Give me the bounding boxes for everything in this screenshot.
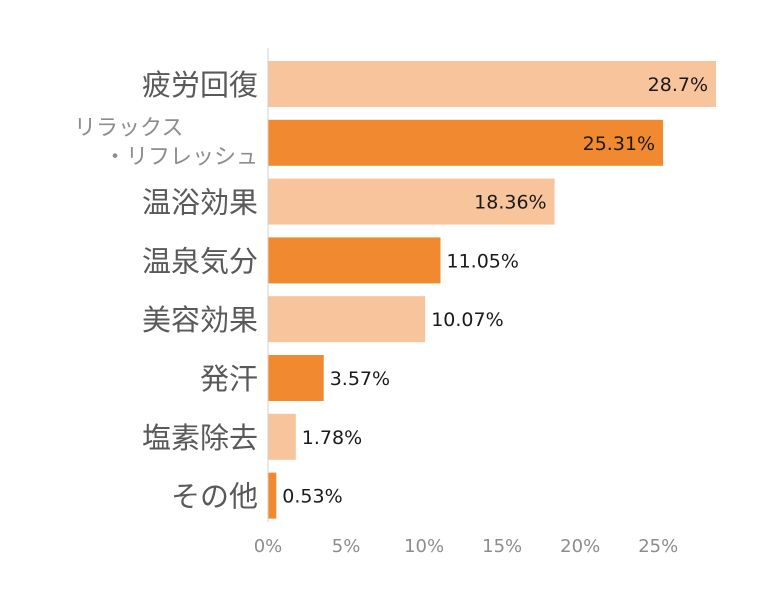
bar-1 [268,119,664,166]
value-label: 11.05% [446,250,518,272]
category-label: 発汗 [200,362,258,396]
category-label: 塩素除去 [142,421,258,455]
x-axis-ticks: 0% 5% 10% 15% 20% 25% [254,536,679,557]
bar-4 [268,296,426,343]
x-tick-label: 0% [254,536,283,557]
category-label: 美容効果 [142,303,258,337]
value-label: 1.78% [302,427,362,449]
value-label: 3.57% [330,368,390,390]
category-label: 温浴効果 [142,186,258,220]
category-label-line: ・リフレッシュ [104,145,258,170]
value-label: 10.07% [431,309,503,331]
bar-6 [268,413,296,460]
value-label: 18.36% [474,192,546,214]
bars-layer [268,61,716,519]
category-label: 疲労回復 [142,68,258,102]
value-label: 28.7% [648,74,708,96]
category-label: リラックス・リフレッシュ [74,116,258,170]
value-labels: 28.7% 25.31% 18.36% 11.05% 10.07% 3.57% 1.78% 0… [282,74,708,508]
category-label: 温泉気分 [142,244,258,278]
bar-3 [268,237,441,284]
x-tick-label: 5% [332,536,361,557]
x-tick-label: 20% [560,536,600,557]
bar-5 [268,355,324,401]
x-tick-label: 25% [638,536,678,557]
bar-7 [268,472,277,519]
value-label: 0.53% [282,486,342,508]
bar-2 [268,178,555,225]
bar-0 [268,61,716,107]
category-label: その他 [171,480,258,514]
category-label-line: リラックス [74,116,183,141]
x-tick-label: 10% [404,536,444,557]
value-label: 25.31% [583,133,655,155]
x-tick-label: 15% [482,536,522,557]
